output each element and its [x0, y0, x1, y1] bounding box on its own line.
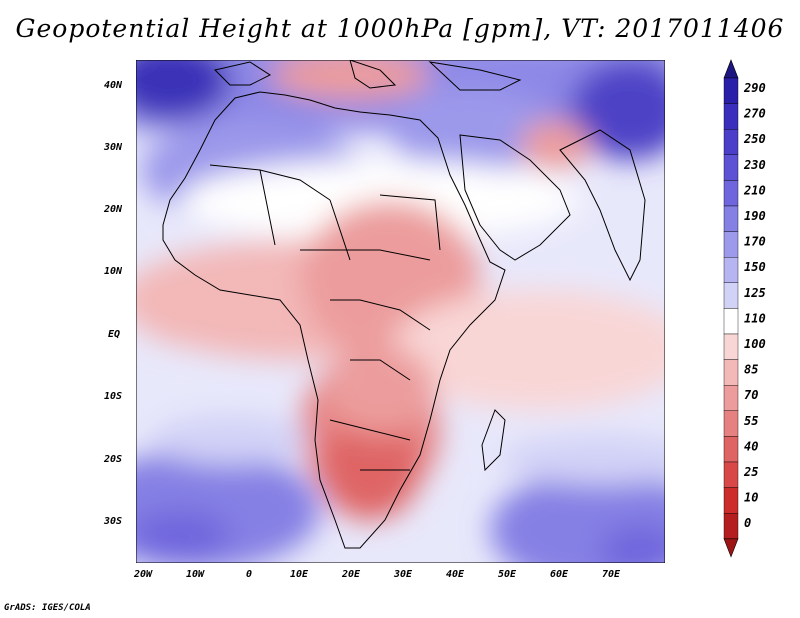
lat-label: 30N	[103, 142, 123, 153]
colorbar-swatch	[723, 461, 739, 488]
lon-label: 10E	[290, 569, 309, 580]
lon-label: 40E	[446, 569, 465, 580]
lat-label: 20N	[103, 204, 123, 215]
lon-label: 20W	[133, 569, 153, 580]
colorbar-label: 110	[744, 311, 766, 325]
colorbar-label: 250	[743, 132, 766, 146]
lat-label: 30S	[103, 516, 122, 527]
geopotential-field	[136, 60, 665, 563]
lat-label: 10N	[104, 266, 123, 277]
colorbar-label: 55	[744, 414, 758, 428]
colorbar-label: 290	[743, 81, 766, 95]
colorbar-swatch	[723, 231, 739, 258]
colorbar-swatch	[723, 180, 739, 207]
lat-label: EQ	[108, 329, 120, 340]
colorbar-swatch	[723, 257, 739, 284]
colorbar-swatch	[723, 410, 739, 437]
colorbar-label: 10	[744, 491, 758, 505]
colorbar-swatch	[723, 103, 739, 130]
colorbar-swatch	[723, 487, 739, 514]
colorbar-label: 100	[744, 337, 766, 351]
lon-label: 30E	[393, 569, 413, 580]
colorbar-label: 85	[744, 363, 758, 377]
colorbar-top-arrow	[723, 59, 739, 79]
colorbar-swatch	[723, 436, 739, 463]
lon-axis: 20W 10W 0 10E 20E 30E 40E 50E 60E 70E	[133, 569, 621, 580]
colorbar-label: 0	[744, 516, 751, 530]
coastlines	[162, 60, 646, 549]
lon-label: 60E	[550, 569, 569, 580]
lat-axis: 40N 30N 20N 10N EQ 10S 20S 30S	[103, 80, 123, 527]
lat-label: 40N	[104, 80, 123, 91]
chart-title: Geopotential Height at 1000hPa [gpm], VT…	[15, 14, 785, 43]
lat-label: 20S	[103, 454, 122, 465]
colorbar: 2902702502302101901701501251101008570554…	[723, 59, 766, 558]
colorbar-swatch	[723, 282, 739, 309]
colorbar-label: 190	[744, 209, 766, 223]
lon-label: 70E	[602, 569, 621, 580]
colorbar-label: 70	[744, 388, 758, 402]
lon-label: 0	[246, 569, 252, 580]
colorbar-label: 40	[744, 439, 758, 453]
lon-label: 50E	[498, 569, 517, 580]
colorbar-swatch	[723, 154, 739, 181]
lon-label: 10W	[186, 569, 205, 580]
credit-label: GrADS: IGES/COLA	[4, 603, 91, 613]
lon-label: 20E	[341, 569, 361, 580]
colorbar-swatch	[723, 128, 739, 155]
colorbar-swatch	[723, 513, 739, 540]
colorbar-swatch	[723, 385, 739, 412]
colorbar-label: 210	[743, 183, 766, 197]
colorbar-bottom-arrow	[723, 538, 739, 558]
colorbar-swatch	[723, 205, 739, 232]
colorbar-label: 25	[743, 465, 758, 479]
colorbar-swatch	[723, 308, 739, 335]
colorbar-label: 150	[744, 260, 766, 274]
colorbar-label: 170	[744, 235, 766, 249]
colorbar-label: 270	[743, 107, 766, 121]
colorbar-label: 230	[743, 158, 766, 172]
colorbar-swatch	[723, 77, 739, 104]
colorbar-swatch	[723, 333, 739, 360]
lat-label: 10S	[104, 391, 122, 402]
colorbar-label: 125	[744, 286, 766, 300]
colorbar-swatch	[723, 359, 739, 386]
